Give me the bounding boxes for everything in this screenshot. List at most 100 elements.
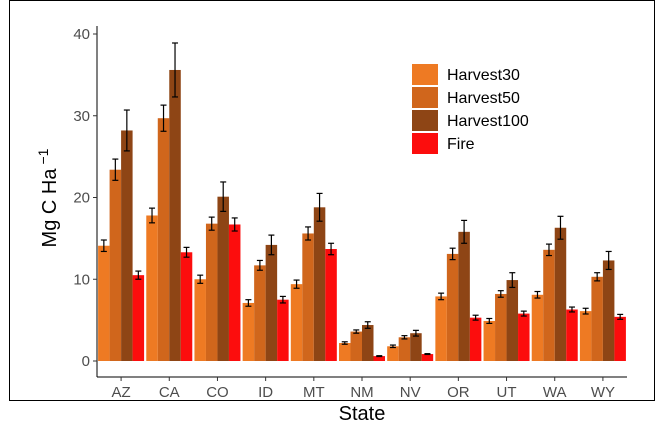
bar-harvest30-co [194,279,206,361]
legend-swatch [412,110,438,131]
y-axis-title-group: Mg C Ha −1 [35,148,61,247]
x-tick-label-wa: WA [543,384,567,401]
error-bar-fire-id [279,295,286,304]
bar-harvest50-nm [350,331,362,361]
bar-group-wy [579,250,626,361]
x-tick-label-wy: WY [591,384,615,401]
bar-fire-or [469,317,482,361]
legend-swatch [412,133,438,154]
x-tick-label-az: AZ [112,384,131,401]
x-axis-title: State [339,403,386,425]
y-tick-label: 30 [73,108,90,125]
error-bar-harvest30-or [438,292,445,301]
bar-harvest50-ca [157,118,170,361]
error-bar-harvest100-ut [509,272,516,289]
error-bar-fire-ut [520,310,527,317]
error-bar-harvest100-wy [605,250,612,271]
legend-item-harvest100: Harvest100 [412,110,529,131]
y-axis-title-main: Mg C Ha [39,168,61,248]
x-tick-label-ca: CA [159,384,180,401]
bar-group-ca [146,42,193,361]
error-bar-harvest30-wa [534,290,541,299]
x-tick-label-id: ID [258,384,273,401]
bar-fire-wy [614,316,626,361]
legend-item-harvest50: Harvest50 [412,87,520,108]
bar-fire-id [277,299,289,361]
error-bar-harvest50-wa [545,243,552,257]
x-tick-label-co: CO [206,384,229,401]
bar-fire-nm [373,356,385,361]
bar-harvest100-ca [169,69,181,361]
bar-harvest30-az [98,245,110,361]
error-bar-harvest30-mt [293,279,300,289]
error-bar-harvest30-az [100,239,107,253]
bar-harvest100-mt [313,207,326,361]
legend-label: Harvest30 [447,67,520,84]
x-tick-label-nv: NV [400,384,421,401]
error-bar-harvest100-wa [557,215,564,240]
bar-group-nv [387,329,434,361]
bar-harvest100-az [121,130,133,361]
bar-fire-az [132,275,145,361]
legend-item-harvest30: Harvest30 [412,64,520,85]
error-bar-harvest30-wy [582,307,589,315]
bar-fire-ca [180,252,193,361]
legend-swatch [412,64,438,85]
error-bar-harvest50-ca [160,104,167,132]
bar-harvest50-co [205,223,218,361]
bar-harvest30-nv [387,346,399,361]
error-bar-fire-wa [568,306,575,313]
error-bar-fire-or [472,314,479,321]
error-bar-harvest50-or [449,247,456,261]
bar-fire-wa [566,309,578,361]
error-bar-harvest50-id [256,259,263,271]
bar-harvest30-id [242,302,255,361]
bar-harvest50-wa [543,249,555,361]
bar-group-ut [483,272,530,361]
bar-group-az [98,109,145,361]
bar-harvest50-ut [495,293,507,361]
y-axis-title-superscript: −1 [35,148,51,164]
bar-fire-nv [421,354,434,361]
error-bar-fire-ca [183,246,190,258]
bar-harvest100-id [265,244,278,361]
y-axis: 0 10 20 30 40 [73,26,98,377]
error-bar-harvest50-co [208,216,215,231]
legend-swatch [412,87,438,108]
error-bar-fire-nm [376,355,383,358]
error-bar-harvest30-nv [389,344,396,349]
error-bar-harvest30-co [197,274,204,284]
bar-harvest100-nm [362,325,374,361]
error-bar-harvest100-mt [316,192,323,222]
error-bar-harvest30-id [245,299,252,307]
error-bar-harvest30-nm [341,341,348,345]
error-bar-fire-mt [328,242,335,256]
bar-harvest100-wy [602,260,615,361]
bar-harvest30-ca [146,215,158,361]
legend-item-fire: Fire [412,133,475,154]
error-bar-harvest50-az [112,158,119,181]
chart-border [9,0,655,401]
bar-group-or [435,219,482,361]
bar-fire-ut [518,313,530,361]
bar-group-wa [531,215,578,361]
bar-harvest50-mt [302,233,314,361]
error-bar-harvest100-id [268,234,275,256]
bar-group-co [194,181,241,361]
error-bar-harvest30-ca [149,207,156,224]
error-bar-harvest50-wy [594,272,601,282]
bar-harvest30-wy [579,311,592,361]
error-bar-fire-wy [617,313,624,320]
bar-fire-mt [325,249,337,361]
y-tick-label: 10 [73,271,90,288]
bar-harvest100-co [217,196,229,361]
bar-group-id [242,234,289,361]
bar-harvest50-nv [398,337,411,361]
plot-area [98,42,626,361]
error-bar-fire-co [231,217,238,232]
x-tick-label-nm: NM [350,384,373,401]
bar-harvest50-wy [591,276,603,361]
legend: Harvest30 Harvest50 Harvest100 Fire [412,64,529,154]
bar-group-mt [290,192,337,361]
bar-harvest100-or [458,231,470,361]
